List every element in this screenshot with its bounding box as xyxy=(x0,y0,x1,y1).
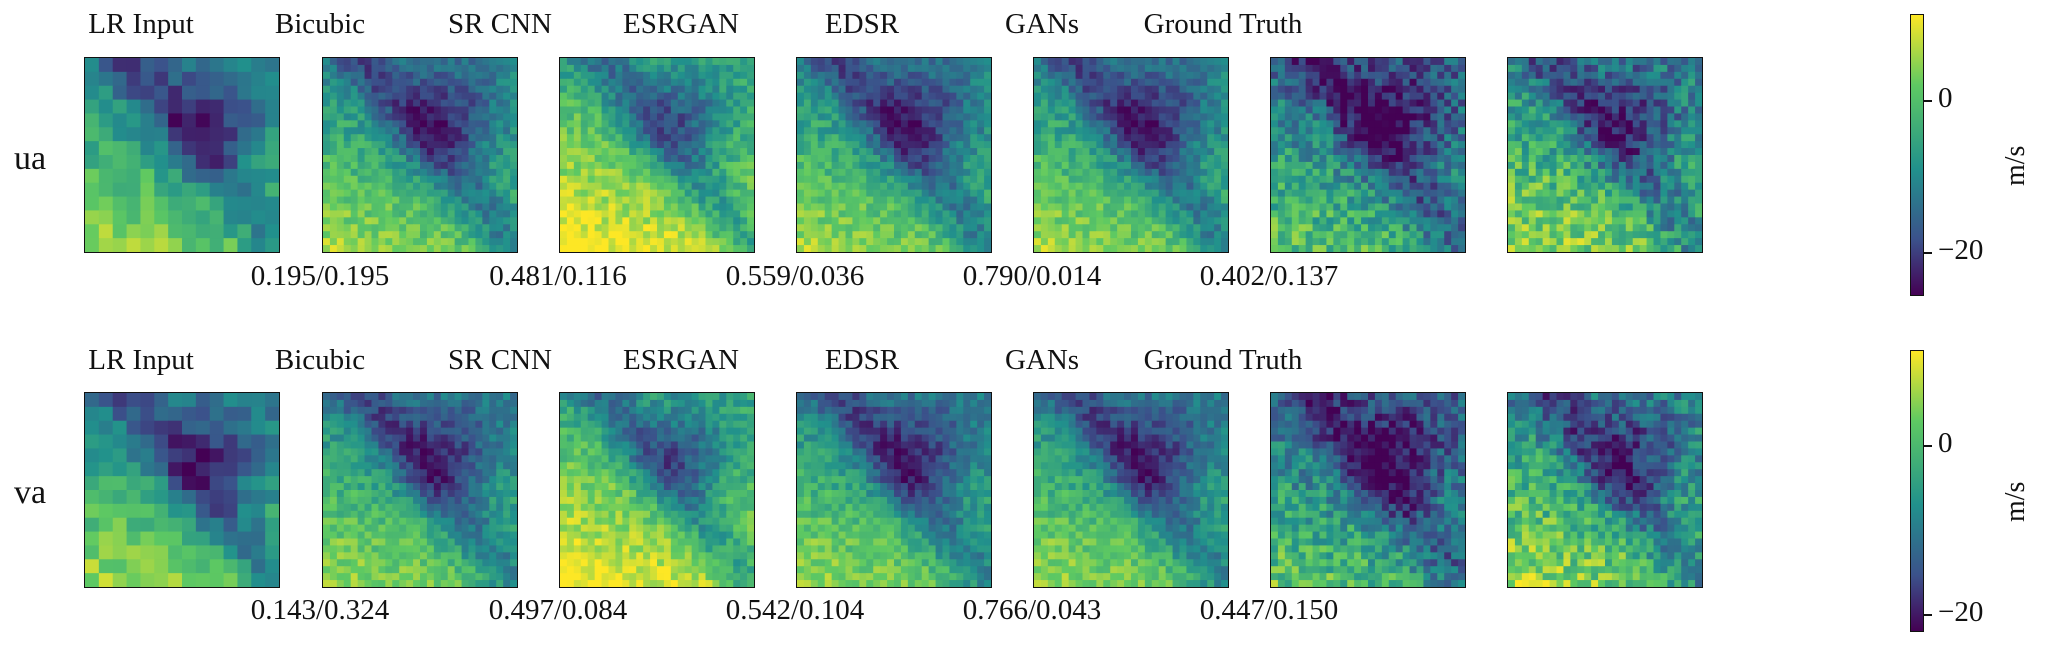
heatmap-texture xyxy=(1508,393,1702,587)
row-label-va: va xyxy=(14,474,47,511)
heatmap-texture xyxy=(1508,58,1702,252)
row-label-ua: ua xyxy=(14,140,47,177)
colorbar-va-unit: m/s xyxy=(2000,481,2031,522)
metric-ua-gans: 0.402/0.137 xyxy=(1199,260,1339,292)
heatmap-texture xyxy=(323,393,517,587)
colorbar-ua-unit: m/s xyxy=(2000,145,2031,186)
col-title-gans-2: GANs xyxy=(1004,344,1080,376)
col-title-sr-cnn: SR CNN xyxy=(448,8,552,40)
metric-va-sr-cnn: 0.497/0.084 xyxy=(488,594,628,626)
colorbar-ua-tick-20 xyxy=(1924,252,1932,254)
col-title-lr-input: LR Input xyxy=(88,8,194,40)
heatmap-texture xyxy=(85,393,279,587)
col-title-gans: GANs xyxy=(1004,8,1080,40)
heatmap-texture xyxy=(1271,393,1465,587)
heatmap-ua-ground-truth xyxy=(1507,57,1703,253)
heatmap-texture xyxy=(797,393,991,587)
colorbar-va-tick-20 xyxy=(1924,614,1932,616)
metric-va-esrgan: 0.542/0.104 xyxy=(725,594,865,626)
metric-ua-bicubic: 0.195/0.195 xyxy=(250,260,390,292)
col-title-edsr: EDSR xyxy=(824,8,900,40)
colorbar-ua-tick-0 xyxy=(1924,100,1932,102)
metric-ua-esrgan: 0.559/0.036 xyxy=(725,260,865,292)
heatmap-texture xyxy=(560,58,754,252)
col-title-ground-truth: Ground Truth xyxy=(1143,8,1303,40)
heatmap-va-gans xyxy=(1270,392,1466,588)
row-ua: ua LR Input Bicubic SR CNN ESRGAN EDSR G… xyxy=(0,0,2048,300)
col-title-bicubic-2: Bicubic xyxy=(274,344,366,376)
col-title-bicubic: Bicubic xyxy=(274,8,366,40)
colorbar-va-tick-0 xyxy=(1924,445,1932,447)
heatmap-va-esrgan xyxy=(796,392,992,588)
colorbar-va-label-0: 0 xyxy=(1938,427,1953,459)
metric-ua-sr-cnn: 0.481/0.116 xyxy=(489,260,627,292)
heatmap-ua-sr-cnn xyxy=(559,57,755,253)
heatmap-va-lr-input xyxy=(84,392,280,588)
heatmap-ua-bicubic xyxy=(322,57,518,253)
colorbar-va xyxy=(1910,350,1924,632)
heatmap-texture xyxy=(1034,393,1228,587)
heatmap-va-edsr xyxy=(1033,392,1229,588)
colorbar-ua-label-20: −20 xyxy=(1938,234,1984,266)
col-title-esrgan: ESRGAN xyxy=(622,8,739,40)
colorbar-ua-label-0: 0 xyxy=(1938,82,1953,114)
heatmap-ua-edsr xyxy=(1033,57,1229,253)
metric-ua-edsr: 0.790/0.014 xyxy=(962,260,1102,292)
col-title-lr-input-2: LR Input xyxy=(88,344,194,376)
heatmap-ua-lr-input xyxy=(84,57,280,253)
heatmap-va-sr-cnn xyxy=(559,392,755,588)
heatmap-texture xyxy=(1271,58,1465,252)
heatmap-va-bicubic xyxy=(322,392,518,588)
heatmap-va-ground-truth xyxy=(1507,392,1703,588)
heatmap-ua-esrgan xyxy=(796,57,992,253)
colorbar-va-label-20: −20 xyxy=(1938,596,1984,628)
col-title-sr-cnn-2: SR CNN xyxy=(448,344,552,376)
col-title-ground-truth-2: Ground Truth xyxy=(1143,344,1303,376)
colorbar-ua xyxy=(1910,14,1924,296)
heatmap-texture xyxy=(560,393,754,587)
col-title-esrgan-2: ESRGAN xyxy=(622,344,739,376)
metric-va-bicubic: 0.143/0.324 xyxy=(250,594,390,626)
heatmap-ua-gans xyxy=(1270,57,1466,253)
row-va: va LR Input Bicubic SR CNN ESRGAN EDSR G… xyxy=(0,334,2048,634)
heatmap-texture xyxy=(1034,58,1228,252)
heatmap-texture xyxy=(85,58,279,252)
metric-va-gans: 0.447/0.150 xyxy=(1199,594,1339,626)
heatmap-texture xyxy=(797,58,991,252)
col-title-edsr-2: EDSR xyxy=(824,344,900,376)
metric-va-edsr: 0.766/0.043 xyxy=(962,594,1102,626)
heatmap-texture xyxy=(323,58,517,252)
